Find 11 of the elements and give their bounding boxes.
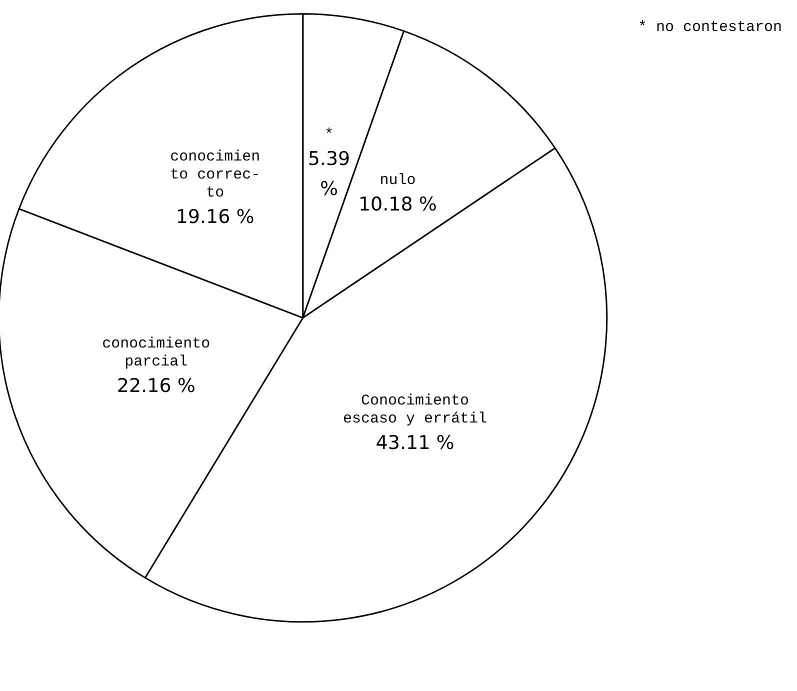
data-label: 22.16 % <box>116 374 196 397</box>
data-label: 43.11 % <box>376 432 454 454</box>
data-label: 10.18 % <box>358 193 437 216</box>
slice-label: conocimiento parcial <box>102 335 210 370</box>
data-label: 19.16 % <box>176 206 254 228</box>
slice-label: Conocimiento escaso y errátil <box>343 392 488 428</box>
text: * no contestaron <box>638 19 782 36</box>
slice-label: * <box>324 126 334 144</box>
slice-label: conocimien to correc- to <box>170 148 260 202</box>
slice-label: nulo <box>380 172 416 189</box>
data-label: 5.39 % <box>308 148 350 200</box>
